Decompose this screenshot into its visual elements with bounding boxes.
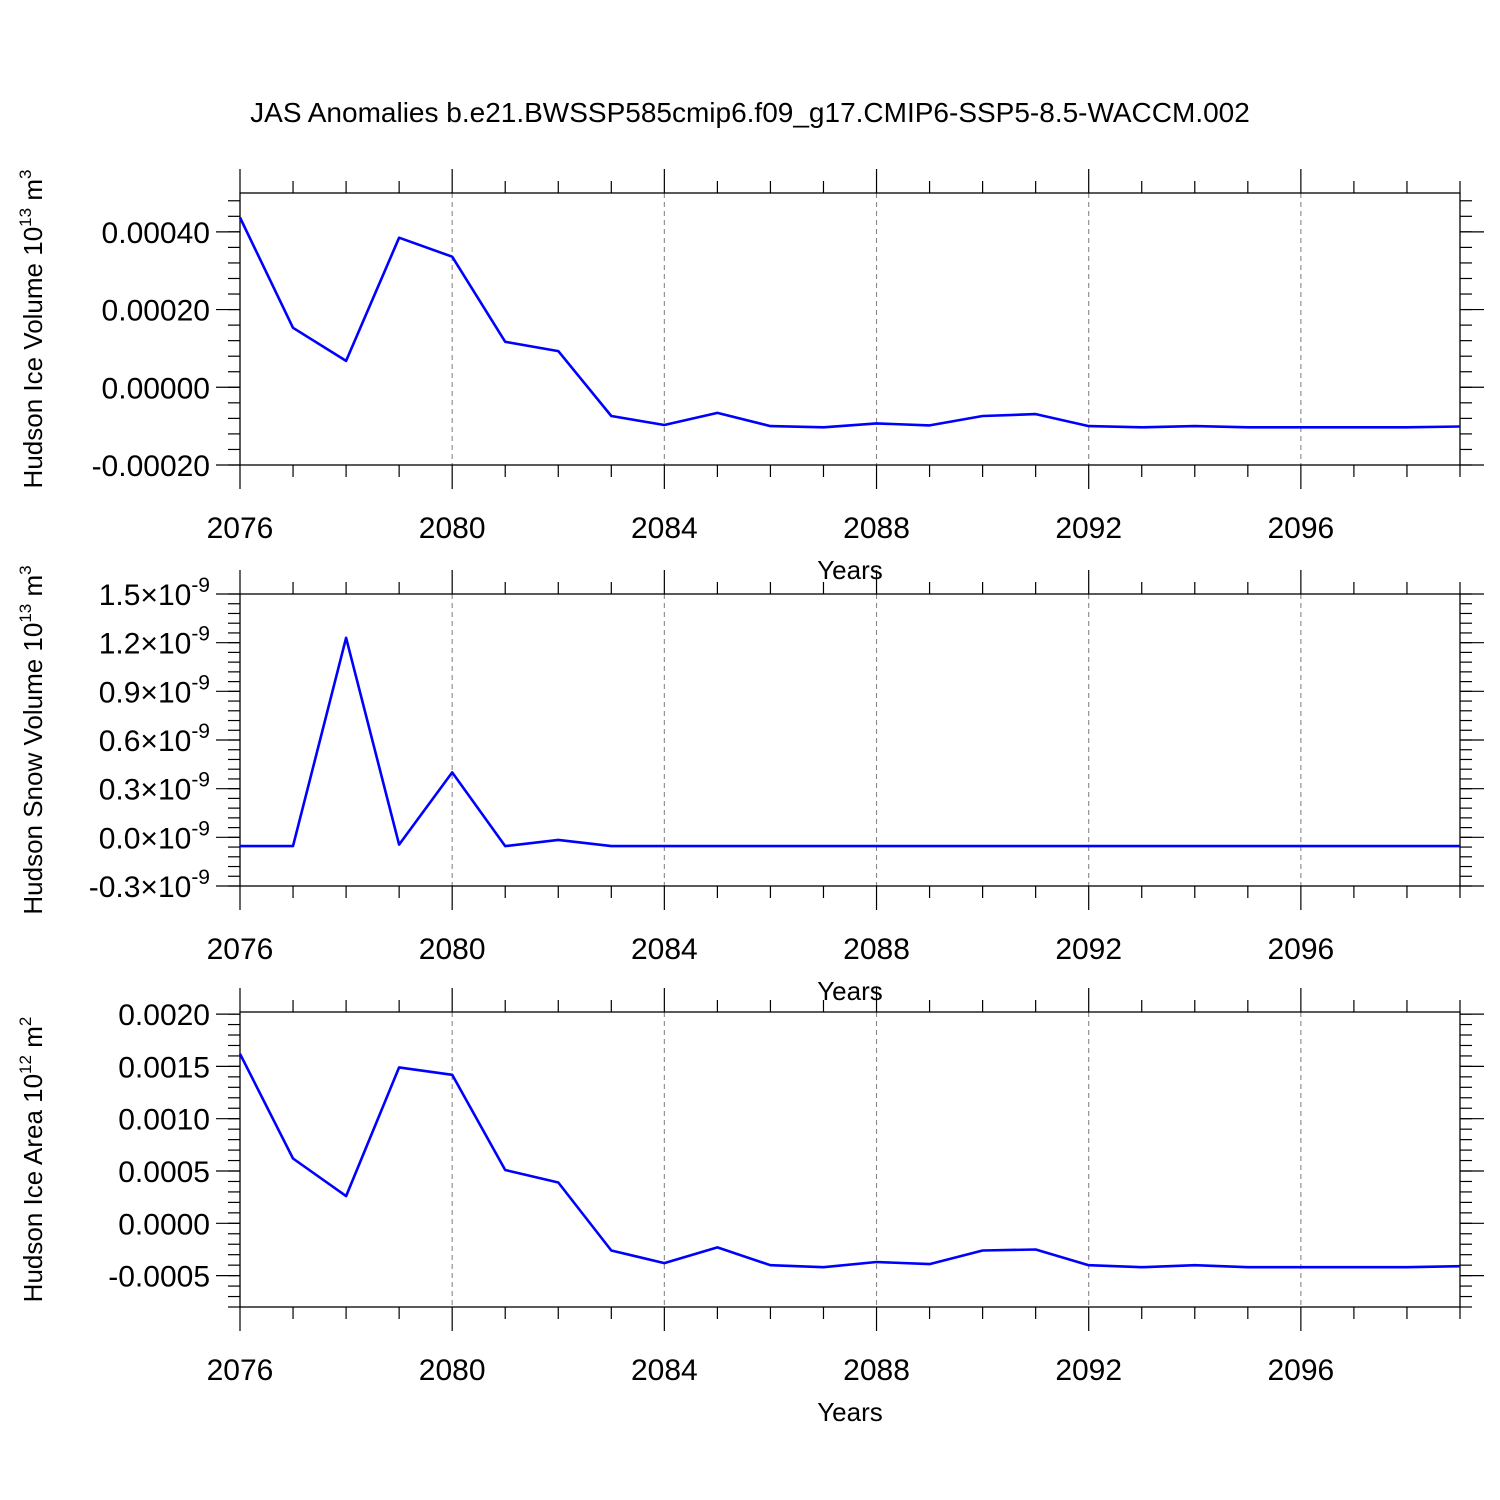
y-axis-title: Hudson Snow Volume 1013 m3 [16,565,48,914]
y-tick-label: 0.0005 [118,1156,210,1189]
y-tick-value: 0.00040 [102,217,210,250]
x-axis-title: Years [817,976,883,1006]
y-tick-exponent: -9 [191,671,210,694]
y-tick-value: -0.0005 [108,1261,210,1294]
y-tick-value: 0.0 [99,822,141,855]
series-line-1 [238,216,1461,429]
figure-title: JAS Anomalies b.e21.BWSSP585cmip6.f09_g1… [250,97,1250,128]
y-axis-title: Hudson Ice Volume 1013 m3 [16,170,48,489]
y-tick-value: 0.0005 [118,1156,210,1189]
y-tick-label: 1.2×10-9 [99,623,210,661]
y-tick-value: 1.5 [99,579,141,612]
y-tick-sci: ×10 [140,822,191,855]
y-tick-label: 0.0015 [118,1051,210,1084]
series-points-1 [239,217,1461,428]
x-tick-label: 2092 [1055,512,1122,545]
y-tick-value: 0.9 [99,676,141,709]
y-axis-title-unit-exponent: 2 [16,1017,35,1026]
x-tick-label: 2088 [843,512,910,545]
y-tick-label: 0.0020 [118,999,210,1032]
y-tick-exponent: -9 [191,769,210,792]
x-tick-label: 2080 [419,1354,486,1387]
series-points-3 [239,1053,1461,1268]
x-tick-label: 2092 [1055,933,1122,966]
y-tick-value: 0.0000 [118,1208,210,1241]
y-tick-label: 0.00000 [102,372,210,405]
x-tick-label: 2088 [843,1354,910,1387]
y-axis-title-exponent: 12 [16,1055,35,1074]
y-axis-title-exponent: 13 [16,604,35,623]
y-tick-label: 0.0×10-9 [99,817,210,855]
y-tick-value: -0.3 [89,871,141,904]
y-tick-value: 0.0020 [118,999,210,1032]
series-line-2 [240,636,1460,848]
y-tick-exponent: -9 [191,574,210,597]
chart-panel-1: -0.00020 0.00000 0.00020 0.00040 2076 2080 208… [16,169,1484,585]
y-tick-label: 0.00020 [102,295,210,328]
panels: -0.00020 0.00000 0.00020 0.00040 2076 2080 208… [16,169,1484,1427]
y-tick-sci: ×10 [140,628,191,661]
y-tick-label: 0.0000 [118,1208,210,1241]
y-tick-label: -0.00020 [92,450,210,483]
y-axis-title-unit: m [18,1026,48,1055]
y-tick-exponent: -9 [191,720,210,743]
y-axis-title-unit-exponent: 3 [16,170,35,179]
y-tick-exponent: -9 [191,623,210,646]
x-tick-label: 2080 [419,933,486,966]
series-points-2 [239,637,1461,847]
y-tick-sci: ×10 [140,725,191,758]
plot-frame [239,192,1461,466]
x-tick-label: 2076 [207,512,274,545]
y-axis-title-exponent: 13 [16,208,35,227]
y-tick-label: 0.6×10-9 [99,720,210,758]
x-tick-label: 2096 [1267,1354,1334,1387]
x-tick-label: 2092 [1055,1354,1122,1387]
y-tick-value: 0.00000 [102,372,210,405]
y-axis-title-main: Hudson Ice Volume 10 [18,227,48,489]
y-tick-value: 1.2 [99,628,141,661]
y-tick-value: -0.00020 [92,450,210,483]
x-tick-label: 2088 [843,933,910,966]
y-tick-sci: ×10 [140,579,191,612]
y-axis-title-unit-exponent: 3 [16,565,35,574]
y-tick-exponent: -9 [191,866,210,889]
y-tick-label: 0.0010 [118,1104,210,1137]
y-tick-value: 0.0010 [118,1104,210,1137]
x-tick-label: 2084 [631,512,698,545]
series-line-3 [238,1053,1461,1269]
y-tick-value: 0.00020 [102,295,210,328]
y-tick-value: 0.0015 [118,1051,210,1084]
x-tick-label: 2084 [631,1354,698,1387]
y-tick-value: 0.6 [99,725,141,758]
y-axis-title: Hudson Ice Area 1012 m2 [16,1017,48,1303]
x-tick-label: 2084 [631,933,698,966]
y-tick-sci: ×10 [140,871,191,904]
x-tick-label: 2076 [207,933,274,966]
y-tick-sci: ×10 [140,676,191,709]
y-axis-title-main: Hudson Snow Volume 10 [18,623,48,915]
x-tick-label: 2096 [1267,512,1334,545]
y-tick-label: 0.9×10-9 [99,671,210,709]
y-tick-exponent: -9 [191,817,210,840]
x-tick-label: 2076 [207,1354,274,1387]
y-tick-label: 0.00040 [102,217,210,250]
y-tick-value: 0.3 [99,774,141,807]
x-tick-label: 2080 [419,512,486,545]
plot-frame [239,1011,1461,1308]
y-axis-title-unit: m [18,179,48,208]
chart-panel-3: -0.0005 0.0000 0.0005 0.0010 0.0015 0.0020 207… [16,988,1484,1427]
x-axis-title: Years [817,1397,883,1427]
x-tick-label: 2096 [1267,933,1334,966]
y-axis-title-unit: m [18,575,48,604]
y-tick-label: 1.5×10-9 [99,574,210,612]
plot-frame [239,593,1461,887]
y-tick-label: -0.3×10-9 [89,866,210,904]
y-tick-label: -0.0005 [108,1261,210,1294]
y-axis-title-main: Hudson Ice Area 10 [18,1074,48,1302]
x-axis-title: Years [817,555,883,585]
y-tick-label: 0.3×10-9 [99,769,210,807]
chart-panel-2: -0.3×10-90.0×10-90.3×10-90.6×10-90.9×10-… [16,565,1484,1006]
y-tick-sci: ×10 [140,774,191,807]
